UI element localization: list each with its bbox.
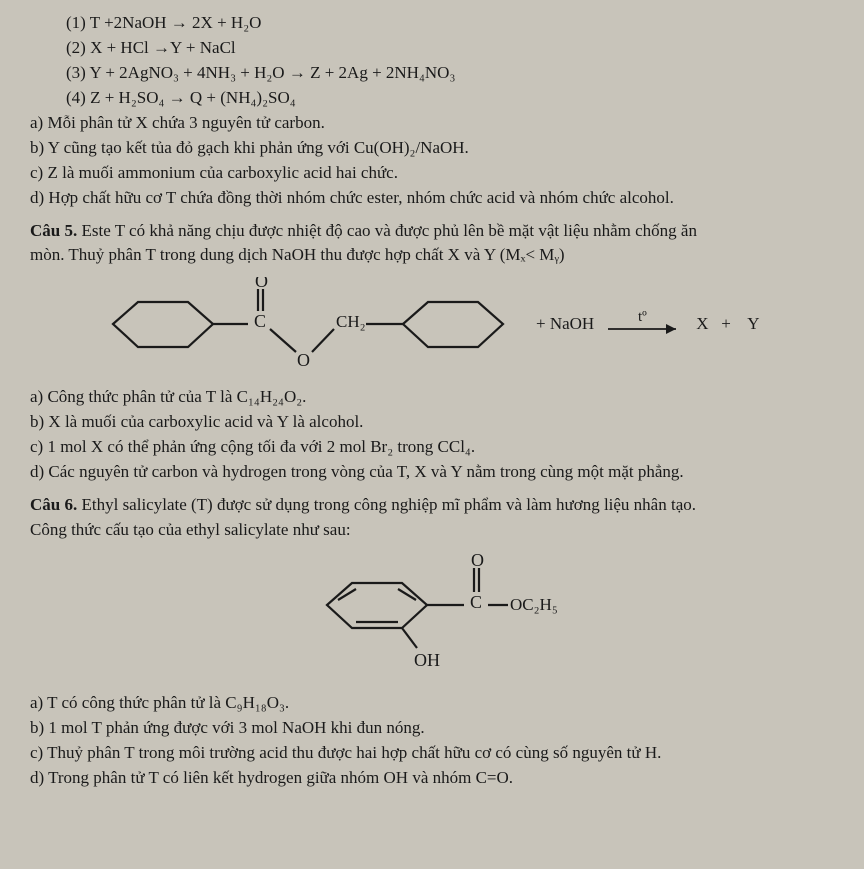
pre-a-text: a) Mỗi phân tử X chứa 3 nguyên tử carbon… xyxy=(30,113,325,132)
q5-text2: mòn. Thuỷ phân T trong dung dịch NaOH th… xyxy=(30,245,565,264)
q5-c-label: C xyxy=(254,311,266,331)
pre-b: b) Y cũng tạo kết tủa đỏ gạch khi phản ứ… xyxy=(18,137,846,160)
q6-text2: Công thức cấu tạo của ethyl salicylate n… xyxy=(30,520,351,539)
q5-arrow: tº xyxy=(600,305,690,345)
q5-plus-naoh: + NaOH xyxy=(536,313,594,336)
q6-prompt: Câu 6. Ethyl salicylate (T) được sử dụng… xyxy=(18,494,846,517)
q6-d: d) Trong phân tử T có liên kết hydrogen … xyxy=(18,767,846,790)
pre-c-text: c) Z là muối ammonium của carboxylic aci… xyxy=(30,163,398,182)
q6-a: a) T có công thức phân tử là C₉H₁₈O₃. xyxy=(18,692,846,715)
eq-4: (4) Z + H₂SO₄ → Q + (NH₄)₂SO₄ xyxy=(18,87,846,110)
q5-arrow-label: tº xyxy=(638,309,647,325)
q5-label: Câu 5. xyxy=(30,221,77,240)
pre-d-text: d) Hợp chất hữu cơ T chứa đồng thời nhóm… xyxy=(30,188,674,207)
q5-o-top-label: O xyxy=(255,277,268,291)
eq-2-text: (2) X + HCl →Y + NaCl xyxy=(66,38,236,57)
q5-a-text: a) Công thức phân tử của T là C₁₄H₂₄O₂. xyxy=(30,387,306,406)
q5-d: d) Các nguyên tử carbon và hydrogen tron… xyxy=(18,461,846,484)
q6-d-text: d) Trong phân tử T có liên kết hydrogen … xyxy=(30,768,513,787)
q6-oh-label: OH xyxy=(414,650,440,670)
q6-c: c) Thuỷ phân T trong môi trường acid thu… xyxy=(18,742,846,765)
q5-o-bottom-label: O xyxy=(297,350,310,370)
q6-c-label: C xyxy=(470,592,482,612)
pre-a: a) Mỗi phân tử X chứa 3 nguyên tử carbon… xyxy=(18,112,846,135)
q6-prompt-2: Công thức cấu tạo của ethyl salicylate n… xyxy=(18,519,846,542)
eq-1-text: (1) T +2NaOH → 2X + H₂O xyxy=(66,13,261,32)
q6-structure-row: C O OC₂H₅ OH xyxy=(18,550,846,680)
q5-prompt-2: mòn. Thuỷ phân T trong dung dịch NaOH th… xyxy=(18,244,846,267)
q6-b-text: b) 1 mol T phản ứng được với 3 mol NaOH … xyxy=(30,718,425,737)
q5-ester-structure: C O CH₂ O xyxy=(98,277,518,372)
eq-4-text: (4) Z + H₂SO₄ → Q + (NH₄)₂SO₄ xyxy=(66,88,296,107)
pre-b-text: b) Y cũng tạo kết tủa đỏ gạch khi phản ứ… xyxy=(30,138,469,157)
q5-text1: Este T có khả năng chịu được nhiệt độ ca… xyxy=(77,221,697,240)
q6-salicylate-structure: C O OC₂H₅ OH xyxy=(292,550,572,680)
q5-a: a) Công thức phân tử của T là C₁₄H₂₄O₂. xyxy=(18,386,846,409)
q5-ch2-label: CH₂ xyxy=(336,312,366,331)
pre-d: d) Hợp chất hữu cơ T chứa đồng thời nhóm… xyxy=(18,187,846,210)
q6-o-top-label: O xyxy=(471,550,484,570)
eq-1: (1) T +2NaOH → 2X + H₂O xyxy=(18,12,846,35)
q5-c-text: c) 1 mol X có thể phản ứng cộng tối đa v… xyxy=(30,437,475,456)
eq-2: (2) X + HCl →Y + NaCl xyxy=(18,37,846,60)
q6-oc2h5-label: OC₂H₅ xyxy=(510,595,558,614)
q5-structure-row: C O CH₂ O + NaOH tº X + Y xyxy=(18,277,846,372)
q5-b: b) X là muối của carboxylic acid và Y là… xyxy=(18,411,846,434)
q6-b: b) 1 mol T phản ứng được với 3 mol NaOH … xyxy=(18,717,846,740)
q5-rhs: X + Y xyxy=(696,313,759,336)
q6-a-text: a) T có công thức phân tử là C₉H₁₈O₃. xyxy=(30,693,289,712)
eq-3-text: (3) Y + 2AgNO₃ + 4NH₃ + H₂O → Z + 2Ag + … xyxy=(66,63,455,82)
q5-prompt: Câu 5. Este T có khả năng chịu được nhiệ… xyxy=(18,220,846,243)
q6-c-text: c) Thuỷ phân T trong môi trường acid thu… xyxy=(30,743,661,762)
pre-c: c) Z là muối ammonium của carboxylic aci… xyxy=(18,162,846,185)
q5-c: c) 1 mol X có thể phản ứng cộng tối đa v… xyxy=(18,436,846,459)
q6-text1: Ethyl salicylate (T) được sử dụng trong … xyxy=(77,495,696,514)
q5-b-text: b) X là muối của carboxylic acid và Y là… xyxy=(30,412,363,431)
eq-3: (3) Y + 2AgNO₃ + 4NH₃ + H₂O → Z + 2Ag + … xyxy=(18,62,846,85)
q5-d-text: d) Các nguyên tử carbon và hydrogen tron… xyxy=(30,462,684,481)
q6-label: Câu 6. xyxy=(30,495,77,514)
